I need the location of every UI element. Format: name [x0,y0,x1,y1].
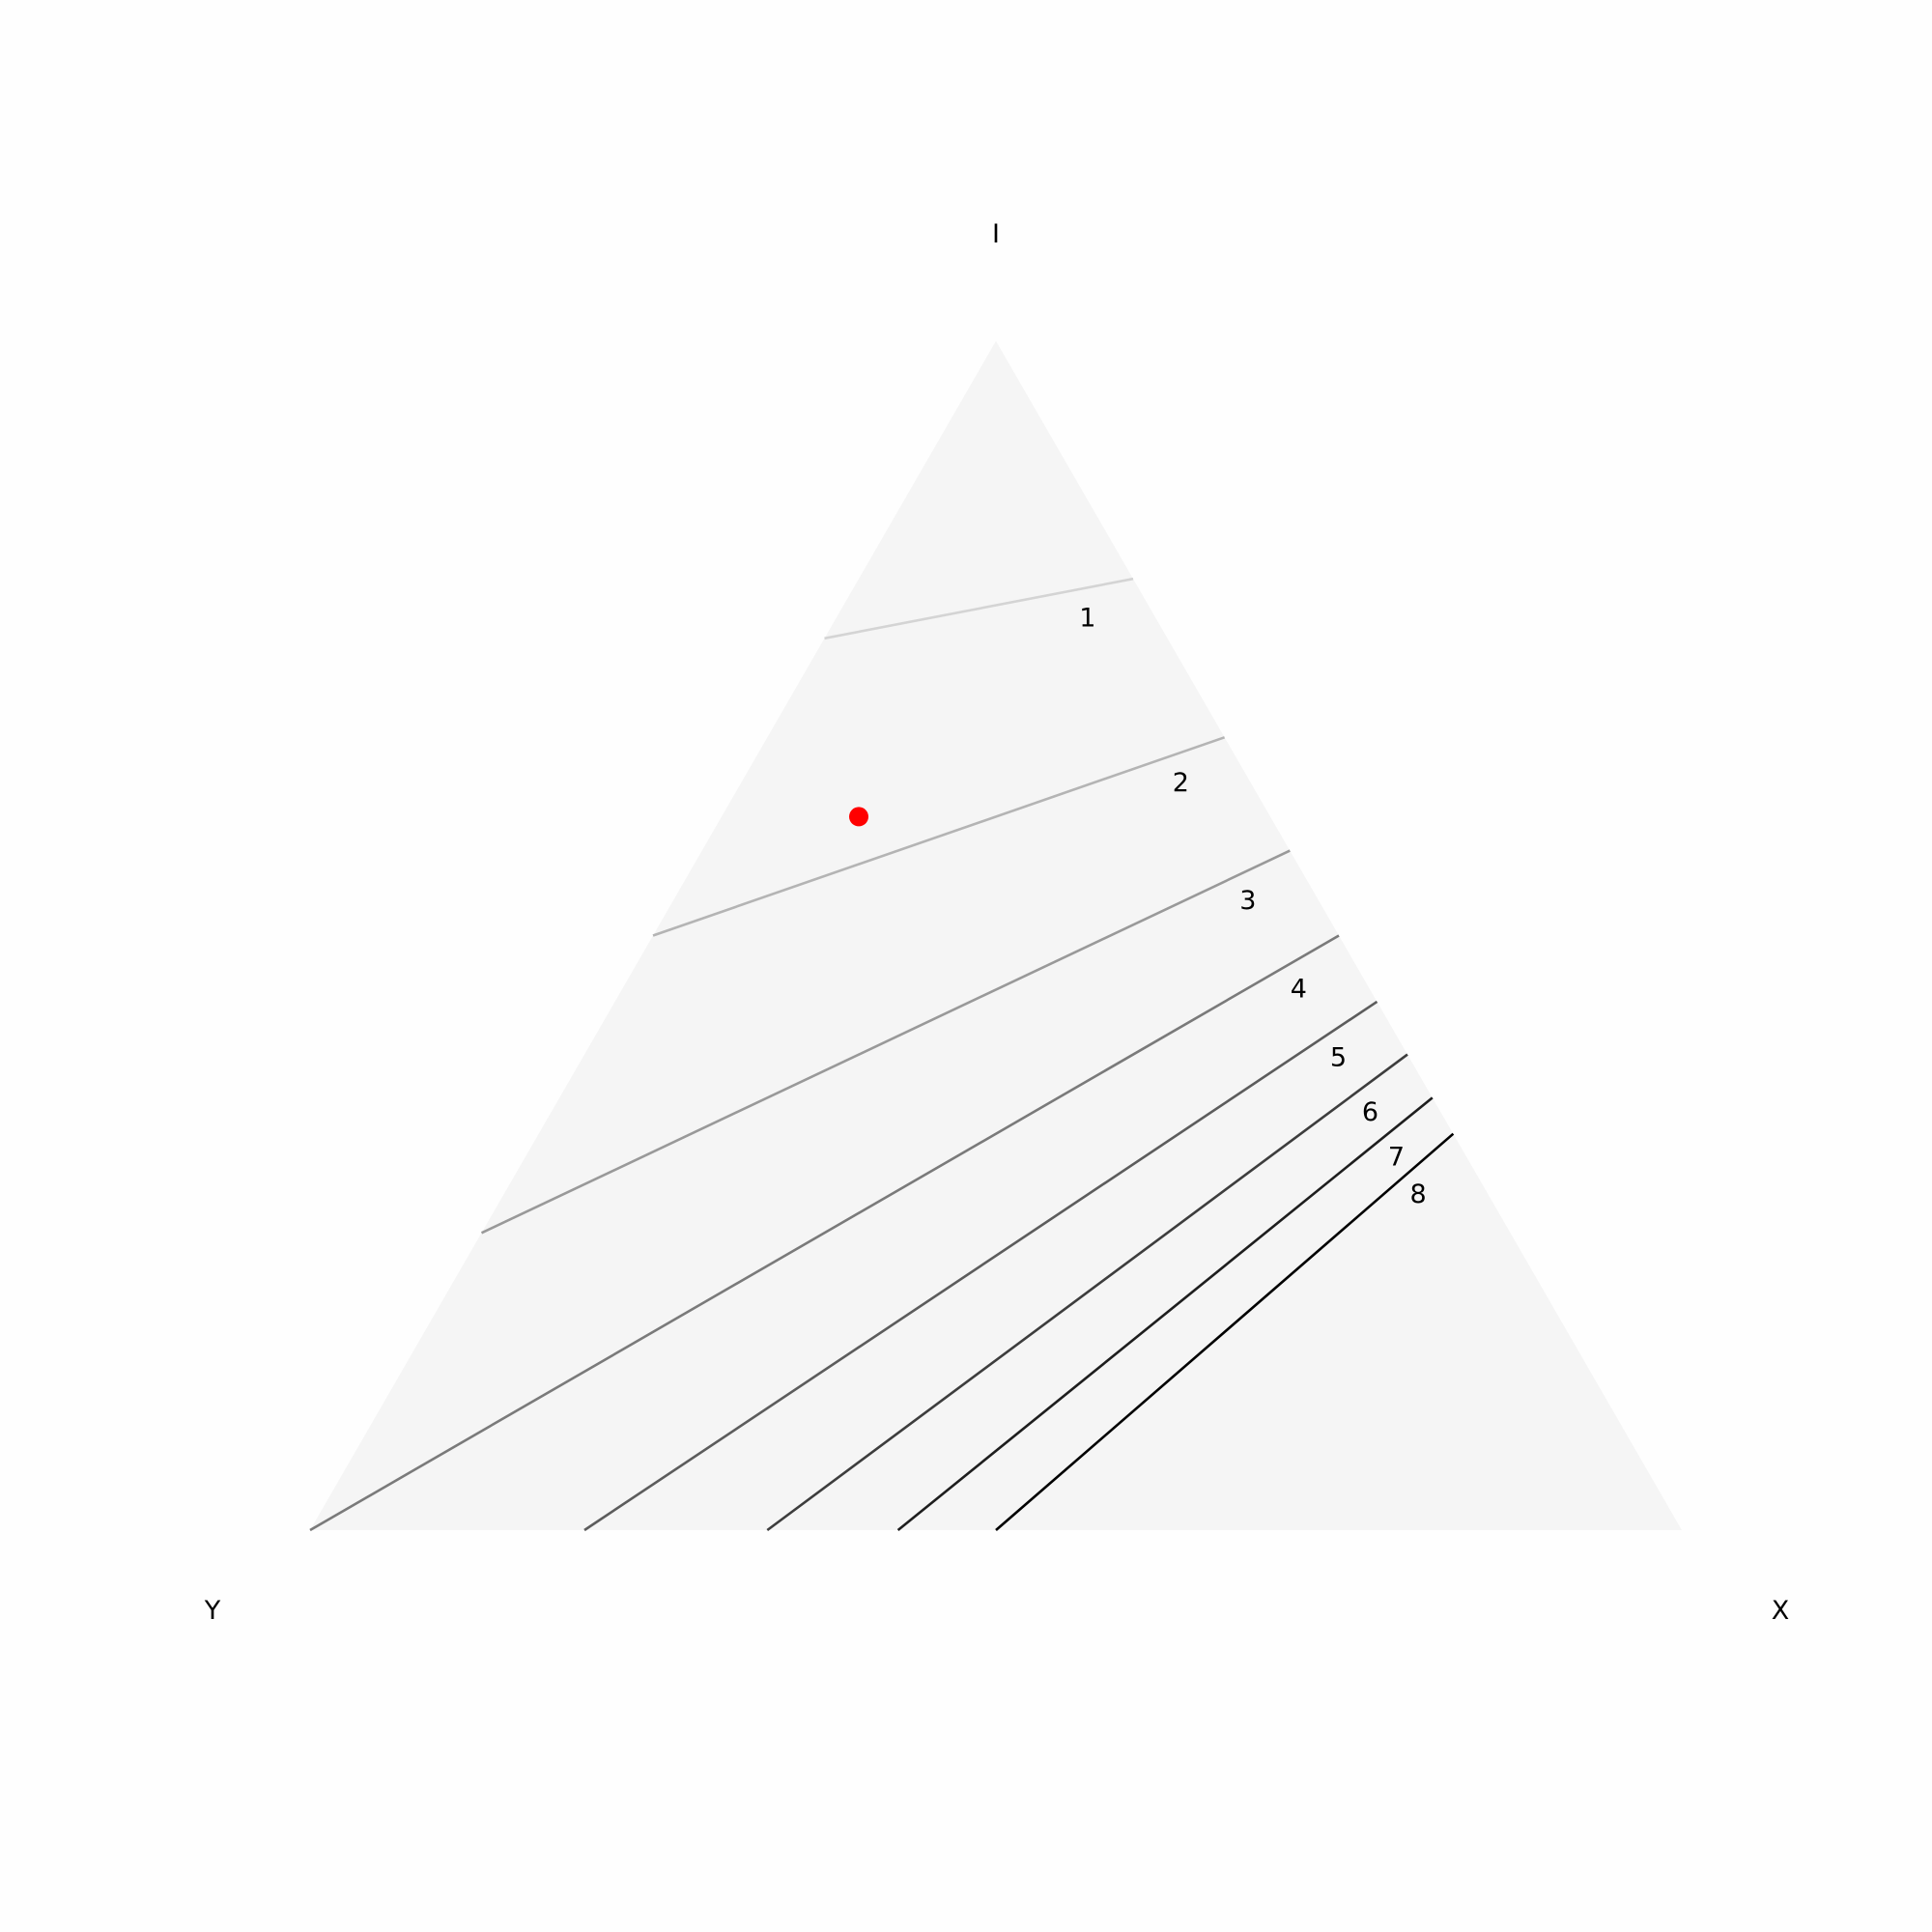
contour-label-2: 2 [1173,768,1189,798]
contour-line-2 [652,736,1226,937]
contour-line-8 [995,1132,1455,1531]
contour-label-4: 4 [1291,975,1307,1005]
contour-label-8: 8 [1410,1179,1427,1209]
contour-label-1: 1 [1079,603,1095,633]
contour-line-3 [480,849,1291,1235]
vertex-label-top: I [992,219,1000,249]
contour-label-3: 3 [1239,886,1256,916]
contour-line-5 [583,1000,1378,1532]
vertex-label-right: X [1772,1596,1790,1626]
contour-label-7: 7 [1388,1143,1405,1173]
contour-label-6: 6 [1362,1097,1378,1127]
contour-line-6 [766,1053,1408,1532]
contour-line-7 [896,1096,1434,1532]
contour-label-5: 5 [1330,1043,1347,1073]
data-point-marker [849,807,868,827]
ternary-plot-area [310,341,1682,1530]
contour-line-4 [309,934,1340,1532]
contour-line-1 [824,577,1134,640]
contour-lines [309,577,1455,1532]
data-points [849,807,868,827]
vertex-label-left: Y [204,1596,221,1626]
